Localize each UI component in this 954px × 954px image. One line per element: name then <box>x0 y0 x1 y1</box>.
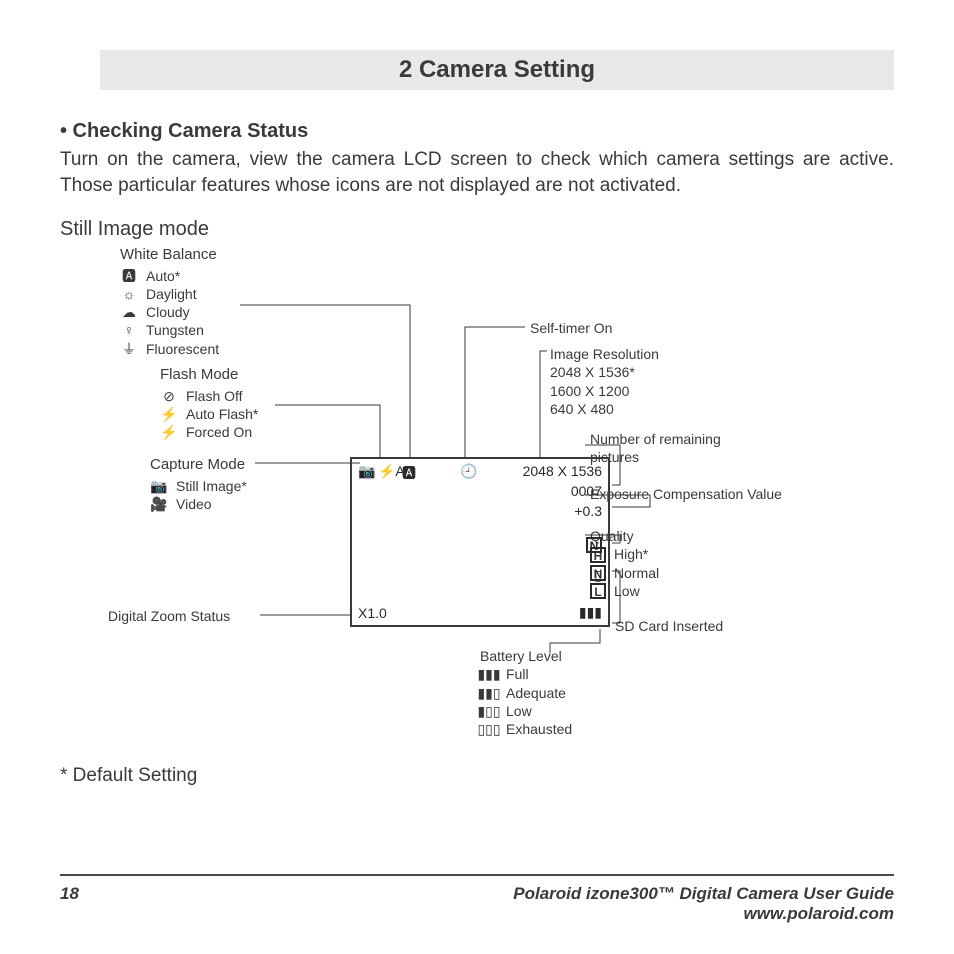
mode-subhead: Still Image mode <box>60 218 894 241</box>
page-footer: 18 Polaroid izone300™ Digital Camera Use… <box>60 874 894 924</box>
page-number: 18 <box>60 884 79 924</box>
default-footnote: * Default Setting <box>60 765 894 787</box>
callout-lines <box>60 245 894 765</box>
page-title-bar: 2 Camera Setting <box>100 50 894 90</box>
lcd-diagram: White Balance 🅰Auto* ☼Daylight ☁Cloudy ♀… <box>60 245 894 765</box>
section-heading: • Checking Camera Status <box>60 120 894 143</box>
footer-guide: Polaroid izone300™ Digital Camera User G… <box>513 884 894 904</box>
body-paragraph: Turn on the camera, view the camera LCD … <box>60 147 894 198</box>
footer-url: www.polaroid.com <box>513 904 894 924</box>
